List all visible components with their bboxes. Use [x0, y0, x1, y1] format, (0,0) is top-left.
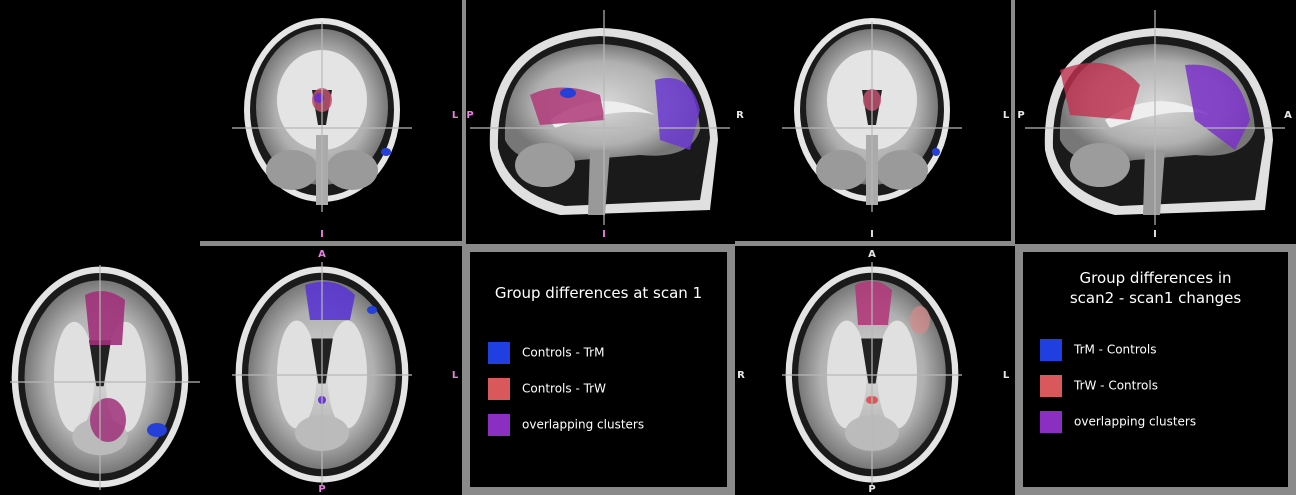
orientation-label: L — [1003, 370, 1010, 381]
orientation-label: P — [1017, 110, 1024, 121]
orientation-label: A — [318, 249, 326, 260]
orientation-label: A — [868, 249, 876, 260]
orientation-label: P — [466, 110, 473, 121]
legend-title: Group differences in — [1080, 269, 1232, 287]
orientation-label: I — [602, 229, 606, 240]
legend-label: overlapping clusters — [1074, 415, 1196, 429]
orientation-label: I — [870, 229, 874, 240]
legend-swatch — [1040, 339, 1062, 361]
legend-label: TrW - Controls — [1073, 379, 1158, 393]
orientation-label: A — [1284, 110, 1292, 121]
legend-title: Group differences at scan 1 — [495, 284, 702, 302]
legend-swatch — [1040, 375, 1062, 397]
orientation-label: L — [1003, 110, 1010, 121]
legend-label: Controls - TrM — [522, 346, 604, 360]
orientation-label: I — [1153, 229, 1157, 240]
orientation-label: P — [868, 484, 875, 495]
legend-swatch — [488, 342, 510, 364]
orientation-label: R — [737, 370, 745, 381]
orientation-label: L — [452, 370, 459, 381]
legend-swatch — [488, 414, 510, 436]
orientation-label: R — [736, 110, 744, 121]
legend-swatch — [1040, 411, 1062, 433]
orientation-label: P — [318, 484, 325, 495]
figure: L I P I R L I P A I A L P A R L P Group … — [0, 0, 1296, 495]
legend-swatch — [488, 378, 510, 400]
orientation-label: L — [452, 110, 459, 121]
orientation-label: I — [320, 229, 324, 240]
legend-label: Controls - TrW — [522, 382, 606, 396]
legend-label: overlapping clusters — [522, 418, 644, 432]
legend-title: scan2 - scan1 changes — [1070, 289, 1242, 307]
legend-label: TrM - Controls — [1073, 343, 1156, 357]
page: L I P I R L I P A I A L P A R L P Group … — [0, 0, 1296, 495]
